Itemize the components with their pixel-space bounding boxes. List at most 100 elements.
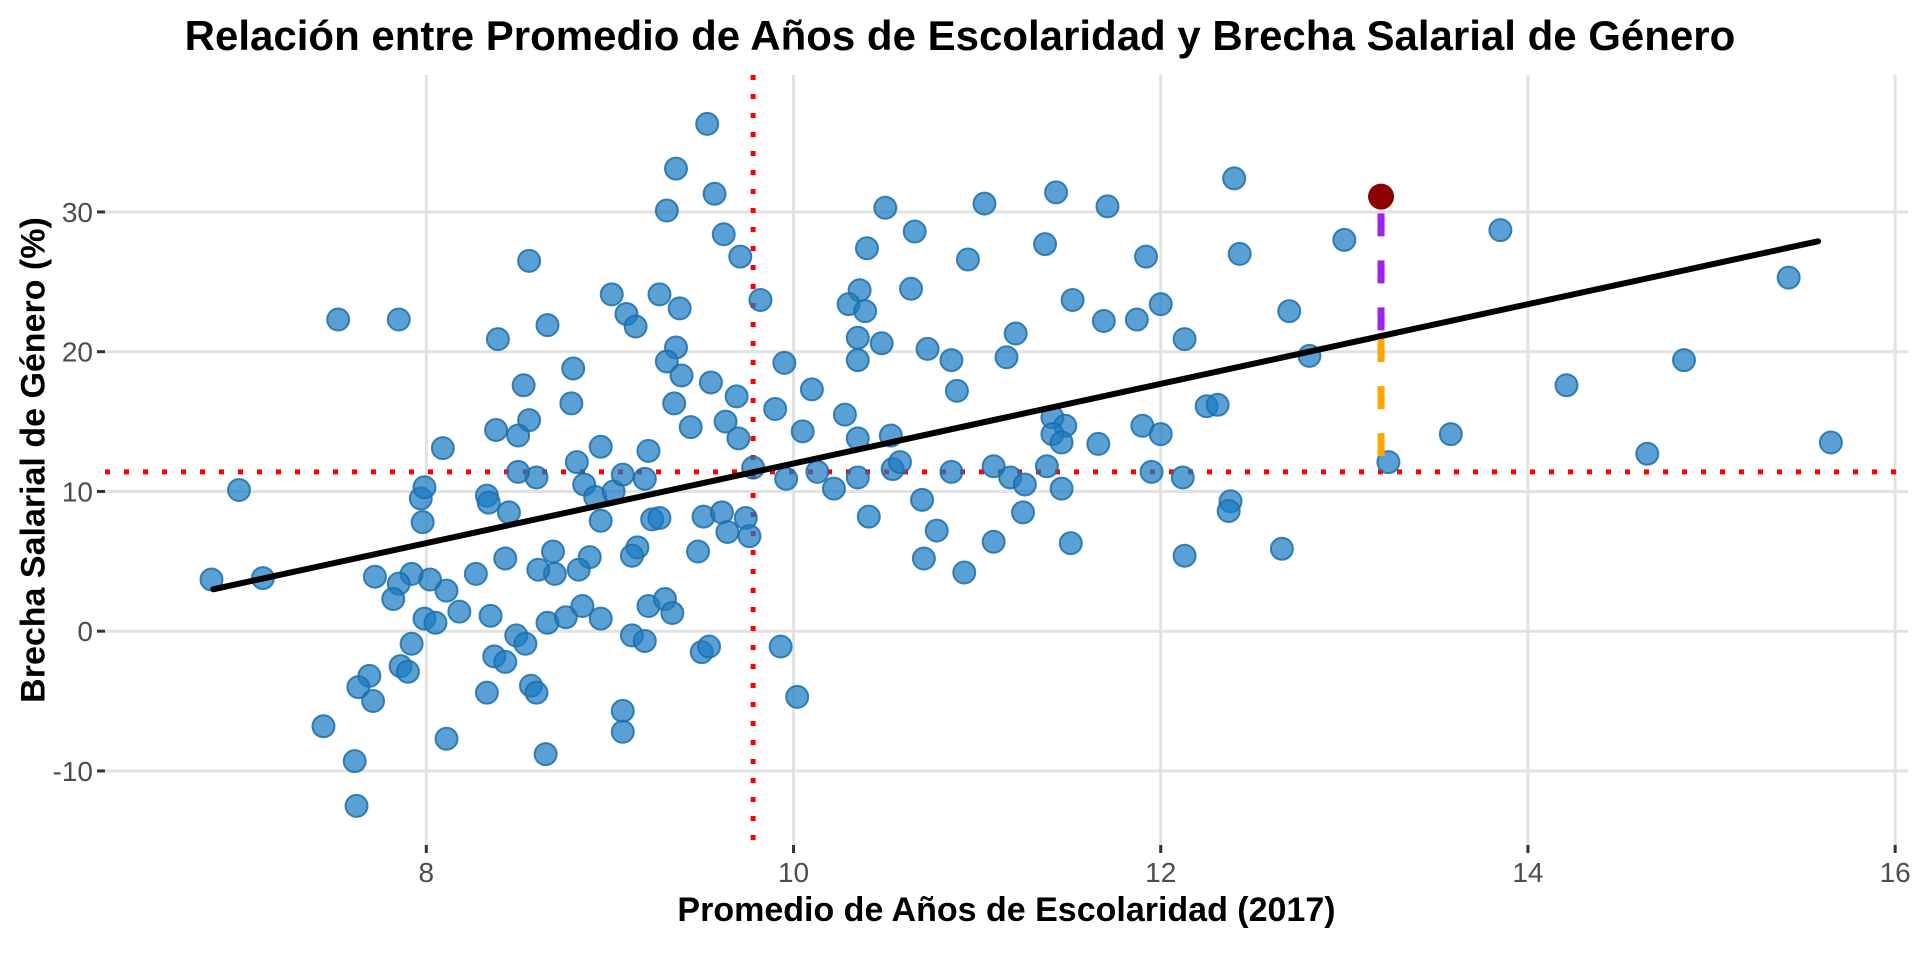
data-point — [559, 391, 584, 416]
data-point — [647, 505, 672, 530]
data-point — [911, 546, 936, 571]
data-point — [524, 680, 549, 705]
data-point — [1044, 180, 1069, 205]
data-point — [588, 508, 613, 533]
data-point — [902, 219, 927, 244]
data-point — [533, 742, 558, 767]
data-point — [695, 111, 720, 136]
data-point — [1554, 373, 1579, 398]
data-point — [570, 594, 595, 619]
data-point — [588, 606, 613, 631]
data-point — [1438, 422, 1463, 447]
data-point — [1216, 499, 1241, 524]
data-point — [952, 560, 977, 585]
data-point — [1170, 465, 1195, 490]
data-point — [955, 247, 980, 272]
data-point — [1086, 431, 1111, 456]
data-point — [845, 325, 870, 350]
data-point — [647, 282, 672, 307]
data-point — [566, 557, 591, 582]
chart-title: Relación entre Promedio de Años de Escol… — [184, 12, 1736, 59]
data-point — [1635, 441, 1660, 466]
data-point — [1776, 265, 1801, 290]
data-point — [599, 282, 624, 307]
data-point — [434, 578, 459, 603]
y-axis-tick-label: 20 — [62, 337, 93, 368]
data-point — [869, 331, 894, 356]
data-point — [821, 476, 846, 501]
data-point — [632, 466, 657, 491]
data-point — [698, 370, 723, 395]
data-point — [447, 599, 472, 624]
data-point — [748, 287, 773, 312]
x-axis-tick-label: 10 — [778, 857, 809, 888]
data-point — [686, 539, 711, 564]
data-point — [1058, 531, 1083, 556]
data-point — [845, 465, 870, 490]
data-point — [1269, 536, 1294, 561]
data-point — [1139, 459, 1164, 484]
data-point — [362, 564, 387, 589]
data-point — [399, 631, 424, 656]
y-axis-tick-label: 0 — [77, 616, 93, 647]
y-axis-tick-label: -10 — [53, 756, 93, 787]
data-point — [713, 409, 738, 434]
data-point — [1818, 430, 1843, 455]
data-point — [342, 749, 367, 774]
data-point — [381, 587, 406, 612]
data-point — [728, 244, 753, 269]
data-point — [939, 459, 964, 484]
data-point — [1172, 543, 1197, 568]
data-point — [346, 675, 371, 700]
data-point — [410, 510, 435, 535]
data-point — [493, 546, 518, 571]
data-point — [517, 248, 542, 273]
data-point — [768, 634, 793, 659]
data-point — [1012, 472, 1037, 497]
data-point — [924, 518, 949, 543]
data-point — [724, 384, 749, 409]
data-point — [1095, 194, 1120, 219]
data-point — [772, 350, 797, 375]
data-point — [1172, 327, 1197, 352]
data-point — [832, 402, 857, 427]
data-point — [535, 313, 560, 338]
data-point — [506, 423, 531, 448]
data-point — [588, 434, 613, 459]
data-point — [1134, 244, 1159, 269]
data-point — [412, 475, 437, 500]
data-point — [506, 459, 531, 484]
data-point — [513, 631, 538, 656]
data-point — [311, 714, 336, 739]
data-point — [553, 605, 578, 630]
data-point — [697, 634, 722, 659]
data-point — [664, 156, 689, 181]
data-point — [619, 543, 644, 568]
data-point — [678, 415, 703, 440]
data-point — [981, 529, 1006, 554]
data-point — [785, 684, 810, 709]
x-axis-tick-label: 16 — [1880, 857, 1911, 888]
data-point — [981, 454, 1006, 479]
data-point — [610, 698, 635, 723]
data-point — [1205, 392, 1230, 417]
data-point — [774, 466, 799, 491]
data-point — [496, 500, 521, 525]
data-point — [654, 349, 679, 374]
data-point — [944, 378, 969, 403]
data-point — [1222, 166, 1247, 191]
data-point — [1049, 430, 1074, 455]
data-point — [1227, 241, 1252, 266]
data-point — [715, 519, 740, 544]
data-point — [1148, 292, 1173, 317]
data-point — [610, 719, 635, 744]
data-point — [1011, 500, 1036, 525]
data-point — [511, 373, 536, 398]
data-point — [702, 181, 727, 206]
data-point — [899, 276, 924, 301]
data-point — [610, 462, 635, 487]
data-point — [434, 726, 459, 751]
x-axis-tick-label: 14 — [1512, 857, 1543, 888]
data-point — [227, 478, 252, 503]
